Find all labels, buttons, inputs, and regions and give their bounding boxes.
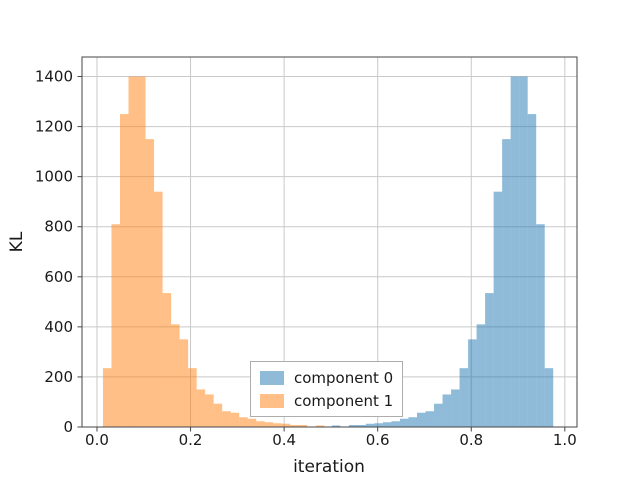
hist-bar-component-0 bbox=[451, 389, 460, 427]
hist-bar-component-0 bbox=[493, 191, 503, 427]
y-tick-label: 600 bbox=[44, 268, 73, 286]
y-tick-label: 200 bbox=[44, 368, 73, 386]
hist-bar-component-0 bbox=[348, 424, 358, 427]
bars-component-0 bbox=[331, 76, 554, 427]
hist-bar-component-0 bbox=[527, 114, 537, 427]
hist-bar-component-1 bbox=[315, 425, 325, 427]
hist-bar-component-0 bbox=[331, 425, 341, 427]
x-tick-label: 0.4 bbox=[272, 431, 296, 449]
hist-bar-component-0 bbox=[382, 422, 392, 427]
hist-bar-component-1 bbox=[239, 417, 248, 427]
legend-item-component-1: component 1 bbox=[260, 393, 402, 409]
hist-bar-component-0 bbox=[365, 423, 375, 427]
x-tick-label: 0.2 bbox=[179, 431, 203, 449]
hist-bar-component-1 bbox=[222, 411, 231, 427]
hist-bar-component-1 bbox=[273, 423, 282, 427]
hist-bar-component-0 bbox=[459, 368, 469, 427]
y-axis-label: KL bbox=[7, 231, 27, 252]
hist-bar-component-0 bbox=[510, 76, 520, 427]
hist-bar-component-0 bbox=[374, 423, 383, 427]
hist-bar-component-1 bbox=[102, 368, 112, 427]
hist-bar-component-1 bbox=[247, 418, 257, 427]
hist-bar-component-0 bbox=[399, 418, 409, 427]
hist-bar-component-0 bbox=[416, 412, 426, 427]
hist-bar-component-1 bbox=[154, 191, 163, 427]
legend-swatch-component-0 bbox=[260, 370, 284, 385]
hist-bar-component-0 bbox=[468, 339, 477, 427]
hist-bar-component-0 bbox=[357, 424, 366, 427]
y-tick-label: 1200 bbox=[35, 118, 73, 136]
bars-component-1 bbox=[102, 76, 325, 427]
hist-bar-component-1 bbox=[128, 76, 138, 427]
legend: component 0 component 1 bbox=[250, 361, 403, 417]
gridlines bbox=[82, 57, 577, 428]
hist-bar-component-1 bbox=[196, 389, 206, 427]
hist-bar-component-0 bbox=[544, 368, 554, 427]
hist-bar-component-1 bbox=[290, 424, 299, 427]
y-tick-label: 400 bbox=[44, 318, 73, 336]
hist-bar-component-1 bbox=[111, 224, 120, 427]
hist-bar-component-0 bbox=[442, 394, 452, 427]
x-tick-label: 0.6 bbox=[366, 431, 390, 449]
legend-swatch-component-1 bbox=[260, 393, 284, 408]
hist-bar-component-1 bbox=[171, 324, 180, 427]
y-tick-label: 1400 bbox=[35, 68, 73, 86]
hist-bar-component-1 bbox=[145, 139, 155, 427]
hist-bar-component-1 bbox=[162, 293, 172, 427]
hist-bar-component-0 bbox=[519, 76, 528, 427]
hist-bar-component-0 bbox=[408, 417, 417, 427]
hist-bar-component-0 bbox=[391, 421, 400, 427]
hist-bar-component-1 bbox=[281, 423, 291, 427]
x-axis-ticks: 0.0 0.2 0.4 0.6 0.8 1.0 bbox=[85, 427, 577, 449]
hist-bar-component-1 bbox=[179, 339, 189, 427]
hist-bar-component-1 bbox=[298, 424, 308, 427]
legend-label-component-1: component 1 bbox=[294, 391, 394, 410]
hist-bar-component-0 bbox=[502, 139, 511, 427]
hist-bar-component-1 bbox=[205, 394, 214, 427]
plot-border bbox=[81, 56, 578, 428]
hist-bar-component-0 bbox=[485, 293, 494, 427]
legend-item-component-0: component 0 bbox=[260, 370, 402, 386]
hist-bar-component-1 bbox=[119, 114, 129, 427]
hist-bar-component-1 bbox=[188, 368, 197, 427]
hist-bar-component-1 bbox=[213, 403, 223, 427]
hist-bar-component-0 bbox=[476, 324, 486, 427]
x-axis-label: iteration bbox=[293, 457, 365, 477]
hist-bar-component-1 bbox=[137, 76, 146, 427]
hist-bar-component-0 bbox=[434, 403, 443, 427]
y-axis-ticks: 0 200 400 600 800 1000 1200 1400 bbox=[35, 68, 82, 436]
x-tick-label: 0.8 bbox=[459, 431, 483, 449]
y-tick-label: 1000 bbox=[35, 168, 73, 186]
x-tick-label: 1.0 bbox=[553, 431, 577, 449]
hist-bar-component-0 bbox=[536, 224, 545, 427]
hist-bar-component-1 bbox=[256, 421, 265, 427]
hist-bar-component-1 bbox=[230, 412, 240, 427]
x-tick-label: 0.0 bbox=[85, 431, 109, 449]
legend-label-component-0: component 0 bbox=[294, 368, 394, 387]
hist-bar-component-1 bbox=[264, 422, 274, 427]
y-tick-label: 800 bbox=[44, 218, 73, 236]
y-tick-label: 0 bbox=[63, 418, 73, 436]
hist-bar-component-0 bbox=[425, 411, 435, 427]
